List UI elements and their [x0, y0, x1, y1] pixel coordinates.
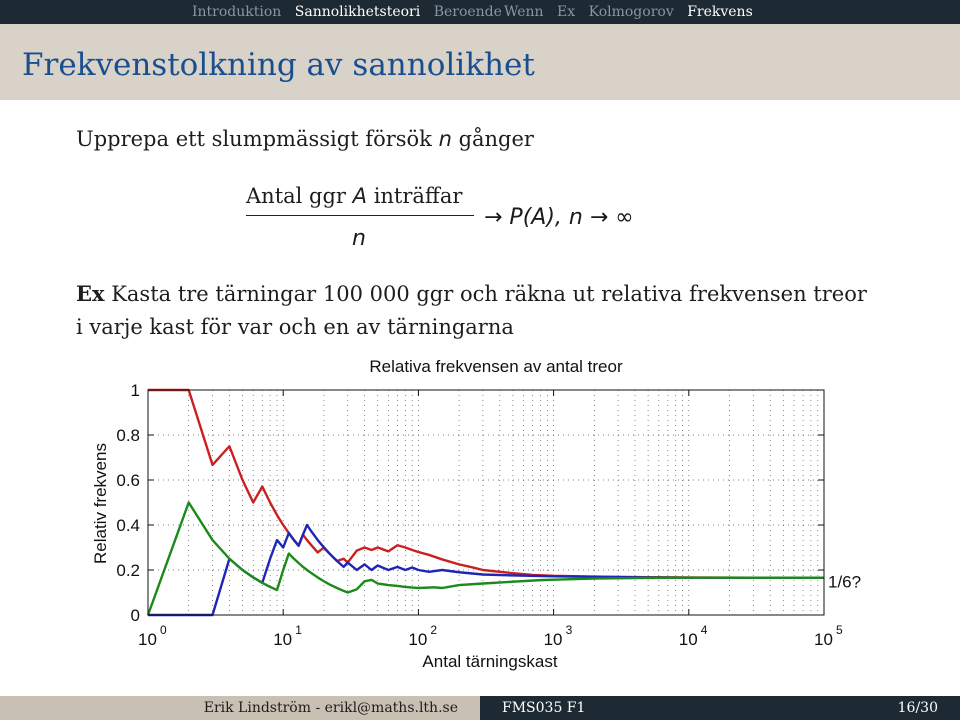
y-tick-label: 1: [131, 381, 140, 400]
nav-item-beroende[interactable]: Beroende: [433, 4, 502, 20]
x-tick-label-exp: 2: [430, 623, 437, 637]
x-axis-label: Antal tärningskast: [422, 652, 557, 671]
formula-denominator: n: [352, 226, 366, 251]
x-tick-label-base: 10: [544, 630, 563, 649]
x-tick-label-base: 10: [138, 630, 157, 649]
footer-author-text: Erik Lindström - erikl@maths.lth.se: [203, 700, 458, 716]
nav-item-kolmogorov[interactable]: Kolmogorov: [588, 4, 674, 20]
series-line-1: [148, 388, 824, 579]
footer-author: Erik Lindström - erikl@maths.lth.se: [0, 696, 480, 720]
x-tick-label-exp: 3: [566, 623, 573, 637]
y-tick-label: 0.2: [116, 561, 140, 580]
footer-page-number[interactable]: 16/30: [897, 700, 938, 716]
footer-course: FMS035 F1: [502, 700, 586, 716]
footer-course-bar: FMS035 F1 16/30: [480, 696, 960, 720]
x-tick-label-exp: 0: [160, 623, 167, 637]
x-tick-label-exp: 1: [295, 623, 302, 637]
top-navigation: Introduktion Sannolikhetsteori Beroende …: [0, 0, 960, 24]
x-tick-label-base: 10: [679, 630, 698, 649]
nav-section-left: Introduktion Sannolikhetsteori Beroende: [192, 4, 511, 22]
nav-item-introduktion[interactable]: Introduktion: [192, 4, 282, 20]
nav-item-wenn[interactable]: Wenn: [504, 4, 544, 20]
y-tick-label: 0: [131, 606, 140, 625]
footer: Erik Lindström - erikl@maths.lth.se FMS0…: [0, 696, 960, 720]
intro-after: gånger: [451, 127, 534, 151]
intro-text: Upprepa ett slumpmässigt försök n gånger: [76, 127, 534, 151]
y-tick-label: 0.4: [116, 516, 140, 535]
title-bar: [0, 24, 960, 100]
y-axis-label: Relativ frekvens: [91, 443, 110, 564]
x-tick-label-base: 10: [814, 630, 833, 649]
formula-numerator: Antal ggr A inträffar: [246, 184, 462, 208]
example-label: Ex: [76, 281, 105, 306]
x-tick-label-exp: 5: [836, 623, 843, 637]
chart-annotation: 1/6?: [828, 572, 861, 591]
formula-num-after: inträffar: [367, 184, 463, 208]
nav-item-sannolikhetsteori[interactable]: Sannolikhetsteori: [294, 4, 421, 20]
intro-before: Upprepa ett slumpmässigt försök: [76, 127, 439, 151]
x-tick-label-base: 10: [408, 630, 427, 649]
chart-title: Relativa frekvensen av antal treor: [369, 357, 623, 376]
fraction-bar: [246, 215, 474, 216]
series-line-3: [146, 501, 824, 616]
formula-limit: → P(A), n → ∞: [484, 205, 634, 230]
y-tick-label: 0.6: [116, 471, 140, 490]
example-line-2: i varje kast för var och en av tärningar…: [76, 315, 514, 339]
nav-item-ex[interactable]: Ex: [557, 4, 576, 20]
plot-frame: [147, 389, 825, 616]
example-line-1: Ex Kasta tre tärningar 100 000 ggr och r…: [76, 281, 867, 306]
series-line-2: [148, 523, 824, 617]
formula-num-before: Antal ggr: [246, 184, 353, 208]
nav-item-frekvens[interactable]: Frekvens: [687, 4, 753, 20]
example-text-1: Kasta tre tärningar 100 000 ggr och räkn…: [104, 282, 867, 306]
nav-section-right: Wenn Ex Kolmogorov Frekvens: [504, 4, 762, 22]
x-tick-label-base: 10: [273, 630, 292, 649]
x-tick-label-exp: 4: [701, 623, 708, 637]
y-tick-label: 0.8: [116, 426, 140, 445]
intro-variable: n: [438, 127, 452, 151]
frame-title: Frekvenstolkning av sannolikhet: [22, 47, 535, 83]
formula-num-var: A: [352, 184, 368, 208]
